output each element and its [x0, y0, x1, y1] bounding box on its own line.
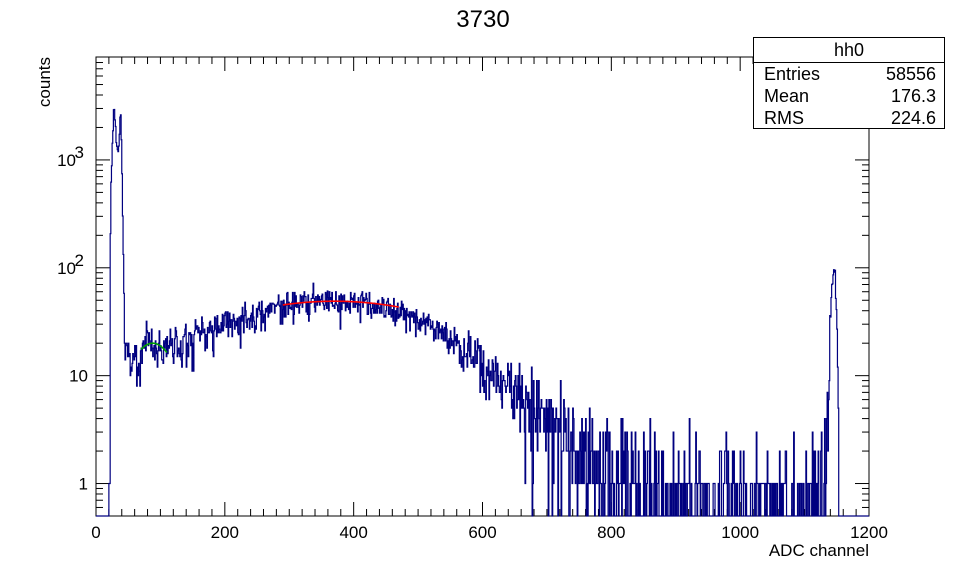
stats-rms-value: 224.6 — [890, 108, 936, 128]
stats-mean-label: Mean — [764, 86, 810, 106]
x-tick-label: 200 — [211, 523, 239, 542]
histogram-series — [96, 108, 869, 517]
histogram-line — [96, 108, 869, 517]
y-tick-label: 10 — [57, 259, 76, 278]
stats-entries-value: 58556 — [885, 64, 936, 84]
fit-curve-2 — [282, 300, 399, 308]
stats-rms-label: RMS — [764, 108, 804, 128]
fit-curves — [140, 300, 399, 353]
y-tick-exponent: 2 — [75, 251, 84, 270]
x-tick-label: 0 — [91, 523, 100, 542]
x-tick-label: 400 — [339, 523, 367, 542]
stats-title: hh0 — [754, 38, 944, 63]
x-tick-label: 1200 — [850, 523, 888, 542]
x-tick-label: 800 — [597, 523, 625, 542]
y-tick-exponent: 3 — [75, 143, 84, 162]
y-axis-title: counts — [35, 57, 54, 107]
stats-entries-label: Entries — [764, 64, 821, 84]
y-tick-label: 10 — [69, 367, 88, 386]
stats-mean-value: 176.3 — [890, 86, 936, 106]
x-tick-label: 600 — [468, 523, 496, 542]
stats-box: hh0 Entries 58556 Mean 176.3 RMS 224.6 — [753, 37, 945, 129]
x-tick-label: 1000 — [721, 523, 759, 542]
stats-rms-row: RMS 224.6 — [754, 107, 944, 129]
fit-curve-1 — [140, 342, 168, 353]
y-tick-label: 10 — [57, 151, 76, 170]
y-tick-label: 1 — [79, 475, 88, 494]
stats-entries-row: Entries 58556 — [754, 63, 944, 85]
stats-mean-row: Mean 176.3 — [754, 85, 944, 107]
chart-title: 3730 — [456, 6, 510, 33]
x-axis-title: ADC channel — [769, 541, 869, 560]
